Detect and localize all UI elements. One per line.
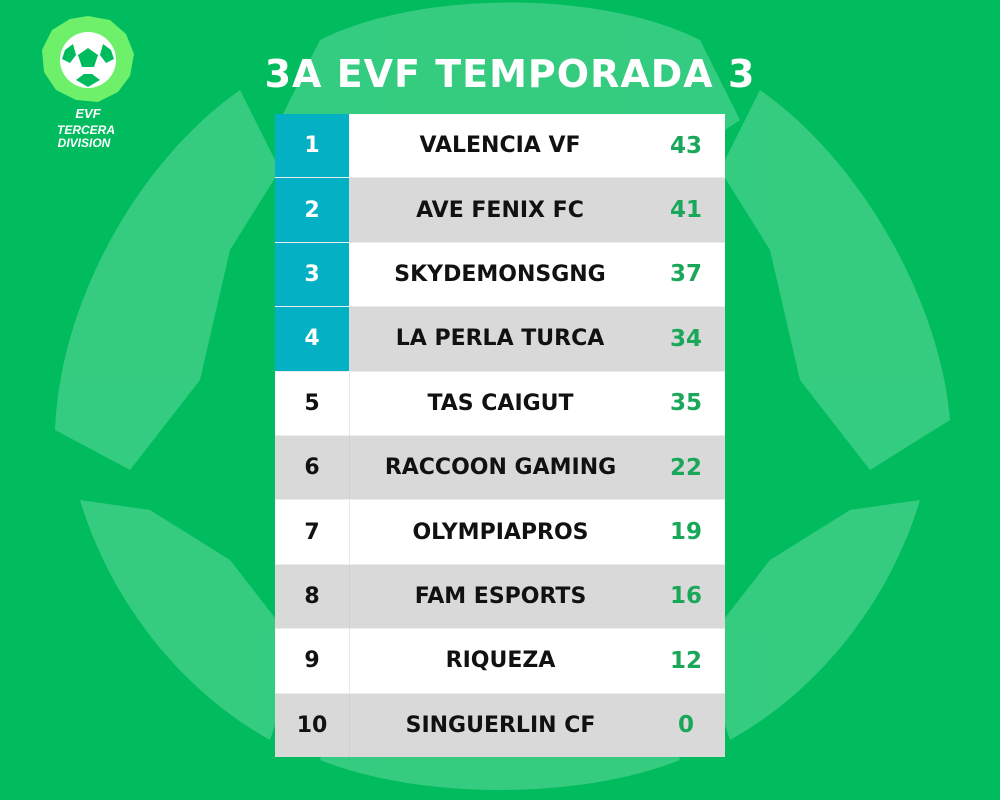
team-name: SINGUERLIN CF <box>405 712 596 738</box>
soccer-ball-icon: EVF TERCERA DIVISION <box>42 16 134 150</box>
position-cell: 2 <box>275 178 349 242</box>
table-row: 9 RIQUEZA 12 <box>275 629 725 694</box>
team-name: AVE FENIX FC <box>416 197 584 223</box>
position-cell: 9 <box>275 629 350 693</box>
table-row: 10 SINGUERLIN CF 0 <box>275 693 725 757</box>
points-cell: 12 <box>669 647 702 674</box>
position-cell: 1 <box>275 114 349 178</box>
position-cell: 8 <box>275 564 350 629</box>
position-cell: 4 <box>275 307 349 371</box>
logo-text-tercera: TERCERA <box>57 123 115 137</box>
table-row: 1 VALENCIA VF 43 <box>275 114 725 179</box>
team-name: LA PERLA TURCA <box>395 326 605 352</box>
points-cell: 34 <box>669 325 702 352</box>
table-row: 7 OLYMPIAPROS 19 <box>275 500 725 565</box>
logo-text-evf: EVF <box>75 106 101 121</box>
league-logo: EVF TERCERA DIVISION <box>38 14 138 150</box>
points-cell: 16 <box>669 583 702 610</box>
table-row: 5 TAS CAIGUT 35 <box>275 371 725 436</box>
table-row: 3 SKYDEMONSGNG 37 <box>275 242 725 308</box>
position-cell: 5 <box>275 371 350 435</box>
table-row: 4 LA PERLA TURCA 34 <box>275 307 725 372</box>
points-cell: 37 <box>669 261 702 288</box>
team-name: RIQUEZA <box>445 648 556 674</box>
team-name: VALENCIA VF <box>419 133 581 159</box>
points-cell: 35 <box>669 390 702 417</box>
table-row: 8 FAM ESPORTS 16 <box>275 564 725 630</box>
table-row: 6 RACCOON GAMING 22 <box>275 435 725 501</box>
position-cell: 6 <box>275 435 350 500</box>
table-row: 2 AVE FENIX FC 41 <box>275 178 725 243</box>
points-cell: 0 <box>677 712 694 739</box>
page-title: 3A EVF TEMPORADA 3 <box>264 52 756 96</box>
points-cell: 19 <box>669 519 702 546</box>
points-cell: 41 <box>669 197 702 224</box>
team-name: TAS CAIGUT <box>427 390 574 416</box>
team-name: SKYDEMONSGNG <box>394 261 606 287</box>
logo-text-division: DIVISION <box>58 136 111 149</box>
position-cell: 7 <box>275 500 350 564</box>
team-name: FAM ESPORTS <box>414 583 587 609</box>
team-name: OLYMPIAPROS <box>412 519 589 545</box>
team-name: RACCOON GAMING <box>384 455 617 481</box>
position-cell: 10 <box>275 693 350 757</box>
points-cell: 22 <box>669 454 702 481</box>
standings-table: 1 VALENCIA VF 43 2 AVE FENIX FC 41 3 SKY… <box>275 114 725 757</box>
position-cell: 3 <box>275 242 349 307</box>
points-cell: 43 <box>669 132 702 159</box>
